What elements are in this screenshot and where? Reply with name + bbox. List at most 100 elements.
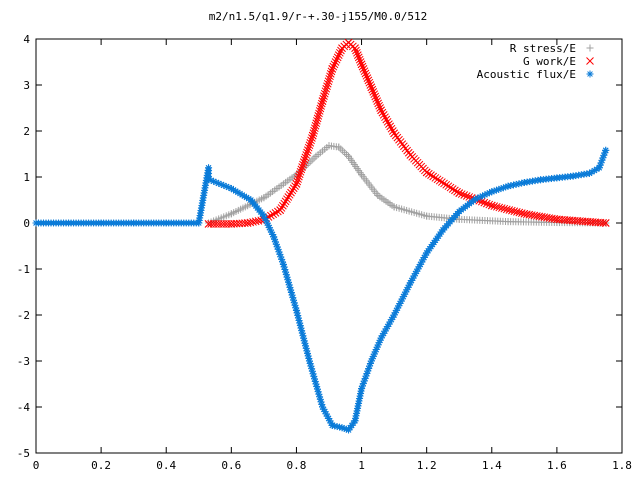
interp-marker [303, 148, 311, 157]
marker-stroke [517, 209, 526, 218]
interp-marker [271, 209, 280, 217]
series-layer [32, 38, 610, 434]
interp-marker [283, 195, 291, 204]
marker-stroke [480, 198, 489, 207]
marker-stroke [308, 131, 317, 140]
marker-stroke [297, 322, 304, 329]
marker-stroke [269, 210, 278, 219]
interp-marker [433, 175, 442, 184]
marker-stroke [313, 116, 321, 125]
interp-marker [318, 97, 327, 105]
marker-stroke [281, 197, 290, 206]
marker-stroke [311, 121, 320, 130]
interp-marker [316, 104, 325, 113]
interp-marker [373, 97, 382, 105]
marker-stroke [300, 335, 307, 342]
marker-stroke [292, 305, 299, 311]
interp-marker [480, 198, 489, 207]
marker-stroke [310, 124, 319, 133]
interp-marker [490, 202, 499, 211]
interp-marker [334, 51, 343, 59]
marker-stroke [378, 108, 387, 117]
marker-stroke [227, 220, 236, 228]
marker-stroke [327, 67, 336, 76]
interp-marker [332, 55, 341, 64]
marker-stroke [241, 193, 248, 199]
marker-stroke [296, 320, 303, 326]
marker-stroke [284, 276, 291, 283]
interp-marker [505, 206, 514, 214]
interp-marker [431, 174, 440, 182]
interp-marker [335, 48, 344, 57]
marker-stroke [289, 184, 298, 193]
marker-stroke [333, 53, 342, 62]
marker-stroke [429, 172, 438, 181]
marker-stroke [213, 179, 219, 186]
y-tick-label: 4 [23, 33, 30, 46]
marker-stroke [446, 183, 455, 192]
interp-marker [291, 301, 299, 309]
marker-stroke [366, 81, 375, 89]
marker-stroke [424, 169, 433, 178]
interp-marker [446, 183, 455, 192]
chart-title: m2/n1.5/q1.9/r-+.30-j155/M0.0/512 [209, 10, 428, 23]
marker-stroke [273, 241, 280, 248]
x-tick-label: 0.6 [221, 459, 241, 472]
interp-marker [276, 206, 285, 214]
marker-stroke [324, 413, 331, 420]
marker-stroke [299, 160, 307, 169]
marker-stroke [268, 229, 275, 236]
interp-marker [302, 151, 311, 159]
marker-stroke [287, 287, 294, 293]
marker-stroke [487, 201, 496, 210]
marker-stroke [239, 192, 245, 198]
interp-marker [304, 143, 313, 152]
y-tick-label: -3 [17, 355, 30, 368]
interp-marker [312, 119, 321, 128]
marker-stroke [228, 185, 235, 192]
interp-marker [323, 79, 332, 88]
marker-stroke [304, 348, 310, 354]
interp-marker [602, 146, 610, 154]
marker-stroke [279, 259, 286, 265]
interp-marker [374, 99, 383, 108]
interp-marker [277, 204, 286, 212]
marker-stroke [363, 74, 372, 82]
legend-label: Acoustic flux/E [477, 68, 576, 81]
y-tick-label: 3 [23, 79, 30, 92]
interp-marker [378, 108, 387, 117]
interp-marker [354, 53, 363, 62]
x-tick-label: 0.8 [287, 459, 307, 472]
marker-stroke [386, 122, 395, 131]
interp-marker [512, 208, 521, 216]
marker-stroke [388, 127, 397, 135]
marker-stroke [296, 167, 305, 176]
marker-stroke [225, 184, 232, 191]
marker-stroke [300, 332, 306, 339]
interp-marker [292, 180, 301, 188]
interp-marker [326, 417, 334, 425]
marker-stroke [318, 97, 327, 105]
marker-stroke [305, 353, 311, 359]
marker-stroke [381, 113, 389, 122]
marker-stroke [243, 219, 252, 227]
marker-stroke [512, 208, 521, 216]
interp-marker [385, 120, 393, 128]
marker-stroke [281, 264, 287, 270]
marker-stroke [269, 231, 276, 238]
marker-stroke [313, 381, 319, 387]
marker-stroke [270, 233, 277, 240]
interp-marker [444, 182, 453, 191]
marker-stroke [453, 187, 461, 196]
interp-marker [453, 187, 461, 196]
interp-marker [301, 153, 310, 162]
interp-marker [370, 90, 379, 99]
interp-marker [297, 165, 306, 174]
marker-stroke [319, 404, 326, 410]
marker-stroke [215, 180, 222, 187]
marker-stroke [331, 58, 340, 66]
interp-marker [492, 202, 501, 211]
marker-stroke [377, 106, 385, 115]
marker-stroke [321, 87, 330, 96]
marker-stroke [245, 195, 252, 202]
